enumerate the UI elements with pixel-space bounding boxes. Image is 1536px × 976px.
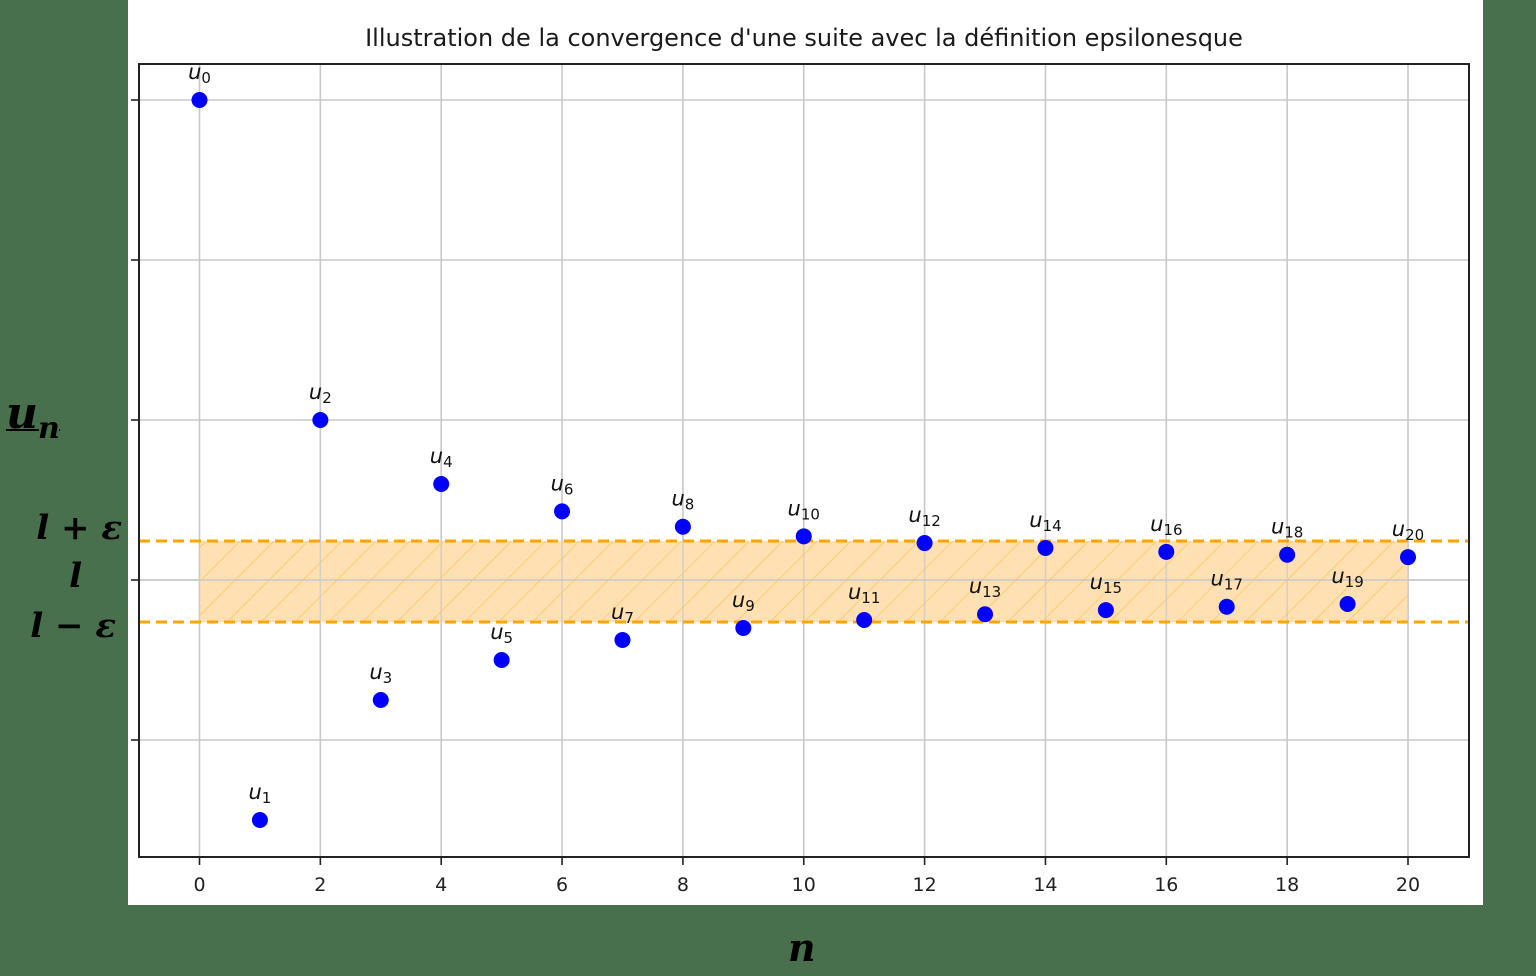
point-label: u14 <box>1029 508 1061 535</box>
figure-panel <box>128 0 1483 905</box>
data-point <box>554 503 571 520</box>
data-point <box>916 535 933 552</box>
x-tick-label: 8 <box>677 874 689 896</box>
data-point <box>977 606 994 623</box>
point-label: u13 <box>969 574 1001 601</box>
chart-title: Illustration de la convergence d'une sui… <box>365 24 1243 52</box>
point-label: u9 <box>732 588 755 615</box>
point-label: u0 <box>188 60 211 87</box>
label-l-minus-epsilon: l − ε <box>30 606 116 646</box>
point-label: u8 <box>671 487 694 514</box>
x-tick-label: 10 <box>792 874 816 896</box>
point-label: u2 <box>309 380 332 407</box>
data-point <box>372 692 389 708</box>
data-point <box>191 92 208 108</box>
point-label: u11 <box>848 580 880 607</box>
point-label: u18 <box>1271 515 1303 542</box>
data-point <box>1279 546 1296 563</box>
data-point <box>312 412 329 428</box>
x-tick-label: 12 <box>913 874 937 896</box>
y-axis-label-main: u <box>6 388 38 439</box>
data-point <box>614 632 631 648</box>
data-point <box>1158 543 1175 560</box>
x-tick-label: 20 <box>1396 874 1420 896</box>
point-label: u4 <box>430 444 453 471</box>
point-label: u15 <box>1090 570 1122 597</box>
data-point <box>674 518 691 535</box>
point-label: u1 <box>248 780 271 807</box>
x-tick-label: 4 <box>435 874 447 896</box>
x-tick-label: 18 <box>1275 874 1299 896</box>
epsilon-band <box>139 539 1469 624</box>
point-label: u5 <box>490 620 513 647</box>
x-tick-label: 6 <box>556 874 568 896</box>
x-tick-label: 16 <box>1154 874 1178 896</box>
axes-frame <box>131 63 1470 865</box>
label-l: l <box>69 556 82 596</box>
point-label: u3 <box>369 660 392 687</box>
data-point <box>493 652 510 668</box>
point-label: u7 <box>611 600 634 627</box>
x-axis-label: n <box>788 925 816 970</box>
x-tick-label: 2 <box>314 874 326 896</box>
data-point <box>735 620 752 636</box>
y-axis-label-sub: n <box>38 410 60 446</box>
data-point <box>1400 549 1416 566</box>
data-point <box>1037 540 1054 556</box>
point-label: u17 <box>1211 567 1243 594</box>
point-label: u16 <box>1150 512 1182 539</box>
data-point <box>795 528 812 545</box>
data-point <box>1339 596 1356 612</box>
x-tick-label: 14 <box>1033 874 1057 896</box>
point-label: u20 <box>1392 517 1424 544</box>
label-l-plus-epsilon: l + ε <box>36 508 122 548</box>
point-label: u6 <box>551 471 574 498</box>
point-label: u19 <box>1331 564 1363 591</box>
data-point <box>1218 598 1235 615</box>
point-label: u10 <box>788 496 820 523</box>
data-points: u0 u1 u2 u3 u4 u5 u6 u7 u8 u9 u10 u11 u12 u13 u14 u15 u1… <box>188 60 1424 828</box>
data-point <box>1097 602 1114 619</box>
data-point <box>433 476 450 492</box>
y-axis-label: un <box>6 388 60 446</box>
x-tick-label: 0 <box>193 874 205 896</box>
data-point <box>251 812 268 828</box>
data-point <box>856 612 873 628</box>
grid-lines <box>139 64 1469 857</box>
point-label: u12 <box>908 503 940 530</box>
x-tick-labels: 0 2 4 6 8 10 12 14 16 18 20 <box>193 874 1420 896</box>
